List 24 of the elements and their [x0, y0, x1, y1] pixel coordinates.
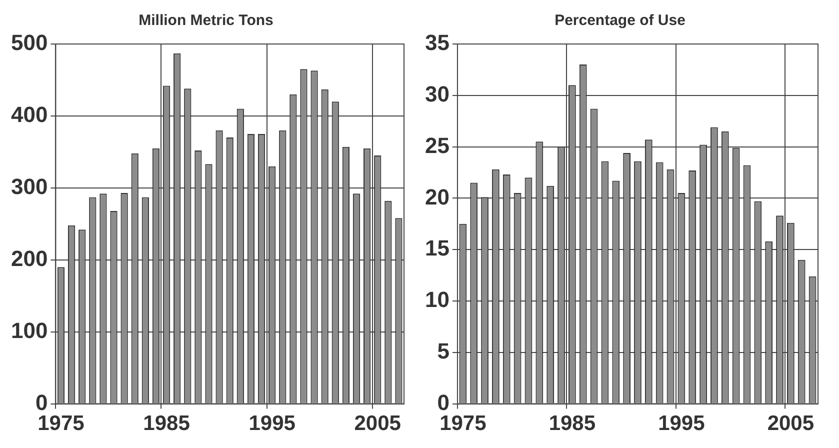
x-tick-label: 2005 — [354, 412, 402, 436]
y-tick-label: 35 — [424, 30, 450, 56]
y-tick-label: 20 — [424, 184, 450, 210]
y-tick-label: 5 — [437, 338, 450, 364]
x-tick-label: 1985 — [548, 412, 596, 436]
y-tick-label: 30 — [424, 81, 450, 106]
y-tick-label: 25 — [424, 132, 450, 158]
x-tick-label: 1975 — [440, 412, 487, 436]
x-tick-label: 1985 — [143, 412, 190, 436]
y-tick-label: 0 — [35, 390, 48, 415]
y-tick-label: 500 — [10, 30, 48, 56]
x-tick-label: 2005 — [767, 412, 814, 436]
x-tick-label: 1975 — [38, 412, 85, 436]
x-tick-label: 1995 — [248, 412, 296, 436]
y-tick-label: 0 — [437, 390, 450, 415]
chart-title: Million Metric Tons — [138, 12, 274, 30]
y-tick-label: 400 — [10, 102, 48, 128]
y-tick-label: 200 — [10, 246, 48, 271]
y-tick-label: 10 — [424, 287, 450, 312]
chart-title: Percentage of Use — [554, 12, 686, 30]
x-tick-label: 1995 — [658, 412, 706, 436]
y-tick-label: 300 — [10, 174, 48, 199]
y-tick-label: 100 — [10, 318, 48, 343]
y-tick-label: 15 — [424, 236, 450, 261]
